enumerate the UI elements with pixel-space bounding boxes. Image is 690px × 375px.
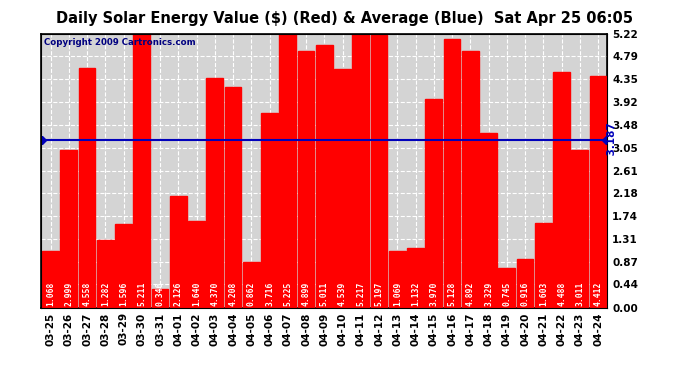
Text: 3.716: 3.716 <box>265 282 274 306</box>
Bar <box>426 99 442 308</box>
Bar <box>79 69 95 308</box>
Bar <box>444 39 460 308</box>
Text: 1.596: 1.596 <box>119 282 128 306</box>
Text: 2.999: 2.999 <box>64 282 73 306</box>
Text: 1.069: 1.069 <box>393 282 402 306</box>
Text: 0.745: 0.745 <box>502 282 511 306</box>
Bar <box>480 133 497 308</box>
Text: 4.370: 4.370 <box>210 282 219 306</box>
Bar <box>498 268 515 308</box>
Text: 4.208: 4.208 <box>228 282 237 306</box>
Text: 2.126: 2.126 <box>174 282 183 306</box>
Bar <box>535 224 552 308</box>
Text: 0.916: 0.916 <box>520 282 529 306</box>
Bar <box>334 69 351 308</box>
Bar <box>170 196 187 308</box>
Text: 3.329: 3.329 <box>484 282 493 306</box>
Bar <box>553 72 570 308</box>
Text: 5.011: 5.011 <box>319 282 329 306</box>
Text: 4.899: 4.899 <box>302 282 310 306</box>
Bar <box>517 260 533 308</box>
Text: 1.068: 1.068 <box>46 282 55 306</box>
Bar <box>316 45 333 308</box>
Text: 1.603: 1.603 <box>539 282 548 306</box>
Bar <box>61 150 77 308</box>
Bar <box>206 78 223 308</box>
Text: 5.197: 5.197 <box>375 282 384 306</box>
Bar <box>261 112 278 308</box>
Bar <box>389 252 406 308</box>
Text: 1.132: 1.132 <box>411 282 420 306</box>
Bar <box>353 34 369 308</box>
Bar <box>188 222 205 308</box>
Bar <box>97 240 114 308</box>
Text: 4.892: 4.892 <box>466 282 475 306</box>
Bar <box>590 76 607 308</box>
Text: 0.346: 0.346 <box>155 282 164 306</box>
Text: 0.862: 0.862 <box>247 282 256 306</box>
Text: 4.558: 4.558 <box>83 282 92 306</box>
Bar <box>297 51 315 308</box>
Text: 5.211: 5.211 <box>137 282 146 306</box>
Text: 4.412: 4.412 <box>593 282 602 306</box>
Bar <box>462 51 479 308</box>
Text: Copyright 2009 Cartronics.com: Copyright 2009 Cartronics.com <box>44 38 196 47</box>
Bar <box>133 34 150 308</box>
Text: 1.640: 1.640 <box>192 282 201 306</box>
Text: 3.187: 3.187 <box>607 122 617 159</box>
Bar <box>571 150 588 308</box>
Text: 5.217: 5.217 <box>356 282 365 306</box>
Text: 3.970: 3.970 <box>429 282 438 306</box>
Bar <box>371 35 388 308</box>
Text: 4.539: 4.539 <box>338 282 347 306</box>
Bar <box>115 224 132 308</box>
Bar <box>152 290 168 308</box>
Bar <box>279 33 296 308</box>
Text: 3.011: 3.011 <box>575 282 584 306</box>
Bar <box>42 252 59 308</box>
Bar <box>225 87 241 308</box>
Bar <box>407 248 424 308</box>
Bar <box>243 262 259 308</box>
Text: Daily Solar Energy Value ($) (Red) & Average (Blue)  Sat Apr 25 06:05: Daily Solar Energy Value ($) (Red) & Ave… <box>57 11 633 26</box>
Text: 5.225: 5.225 <box>284 282 293 306</box>
Text: 4.488: 4.488 <box>557 282 566 306</box>
Text: 5.128: 5.128 <box>448 282 457 306</box>
Text: 1.282: 1.282 <box>101 282 110 306</box>
